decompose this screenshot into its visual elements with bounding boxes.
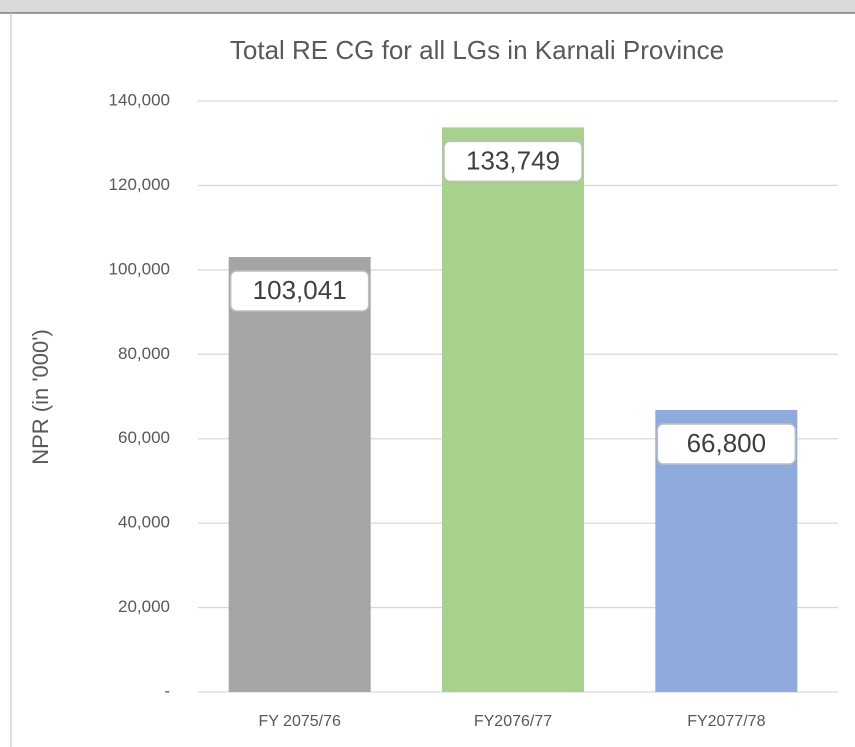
y-axis-label: NPR (in '000') [28, 329, 53, 465]
top-strip [0, 0, 855, 13]
data-label-box [443, 140, 583, 183]
y-tick-label: 60,000 [118, 428, 170, 447]
y-tick-label: 100,000 [109, 259, 170, 278]
x-tick-label: FY2077/78 [687, 713, 765, 730]
y-tick-label: 20,000 [118, 597, 170, 616]
y-tick-label: 120,000 [109, 175, 170, 194]
data-label: 66,800 [687, 428, 767, 458]
x-tick-label: FY 2075/76 [258, 713, 341, 730]
data-label: 103,041 [253, 275, 347, 305]
y-tick-label: 80,000 [118, 344, 170, 363]
data-label: 133,749 [466, 145, 560, 175]
data-label-box [229, 270, 370, 312]
y-tick-label: - [164, 681, 170, 700]
x-tick-label: FY2076/77 [474, 713, 552, 730]
bar [228, 257, 371, 692]
bar [442, 127, 584, 692]
chart-title: Total RE CG for all LGs in Karnali Provi… [230, 35, 724, 65]
y-tick-label: 40,000 [118, 513, 170, 532]
data-label-box [656, 423, 797, 465]
y-tick-label: 140,000 [109, 90, 170, 109]
